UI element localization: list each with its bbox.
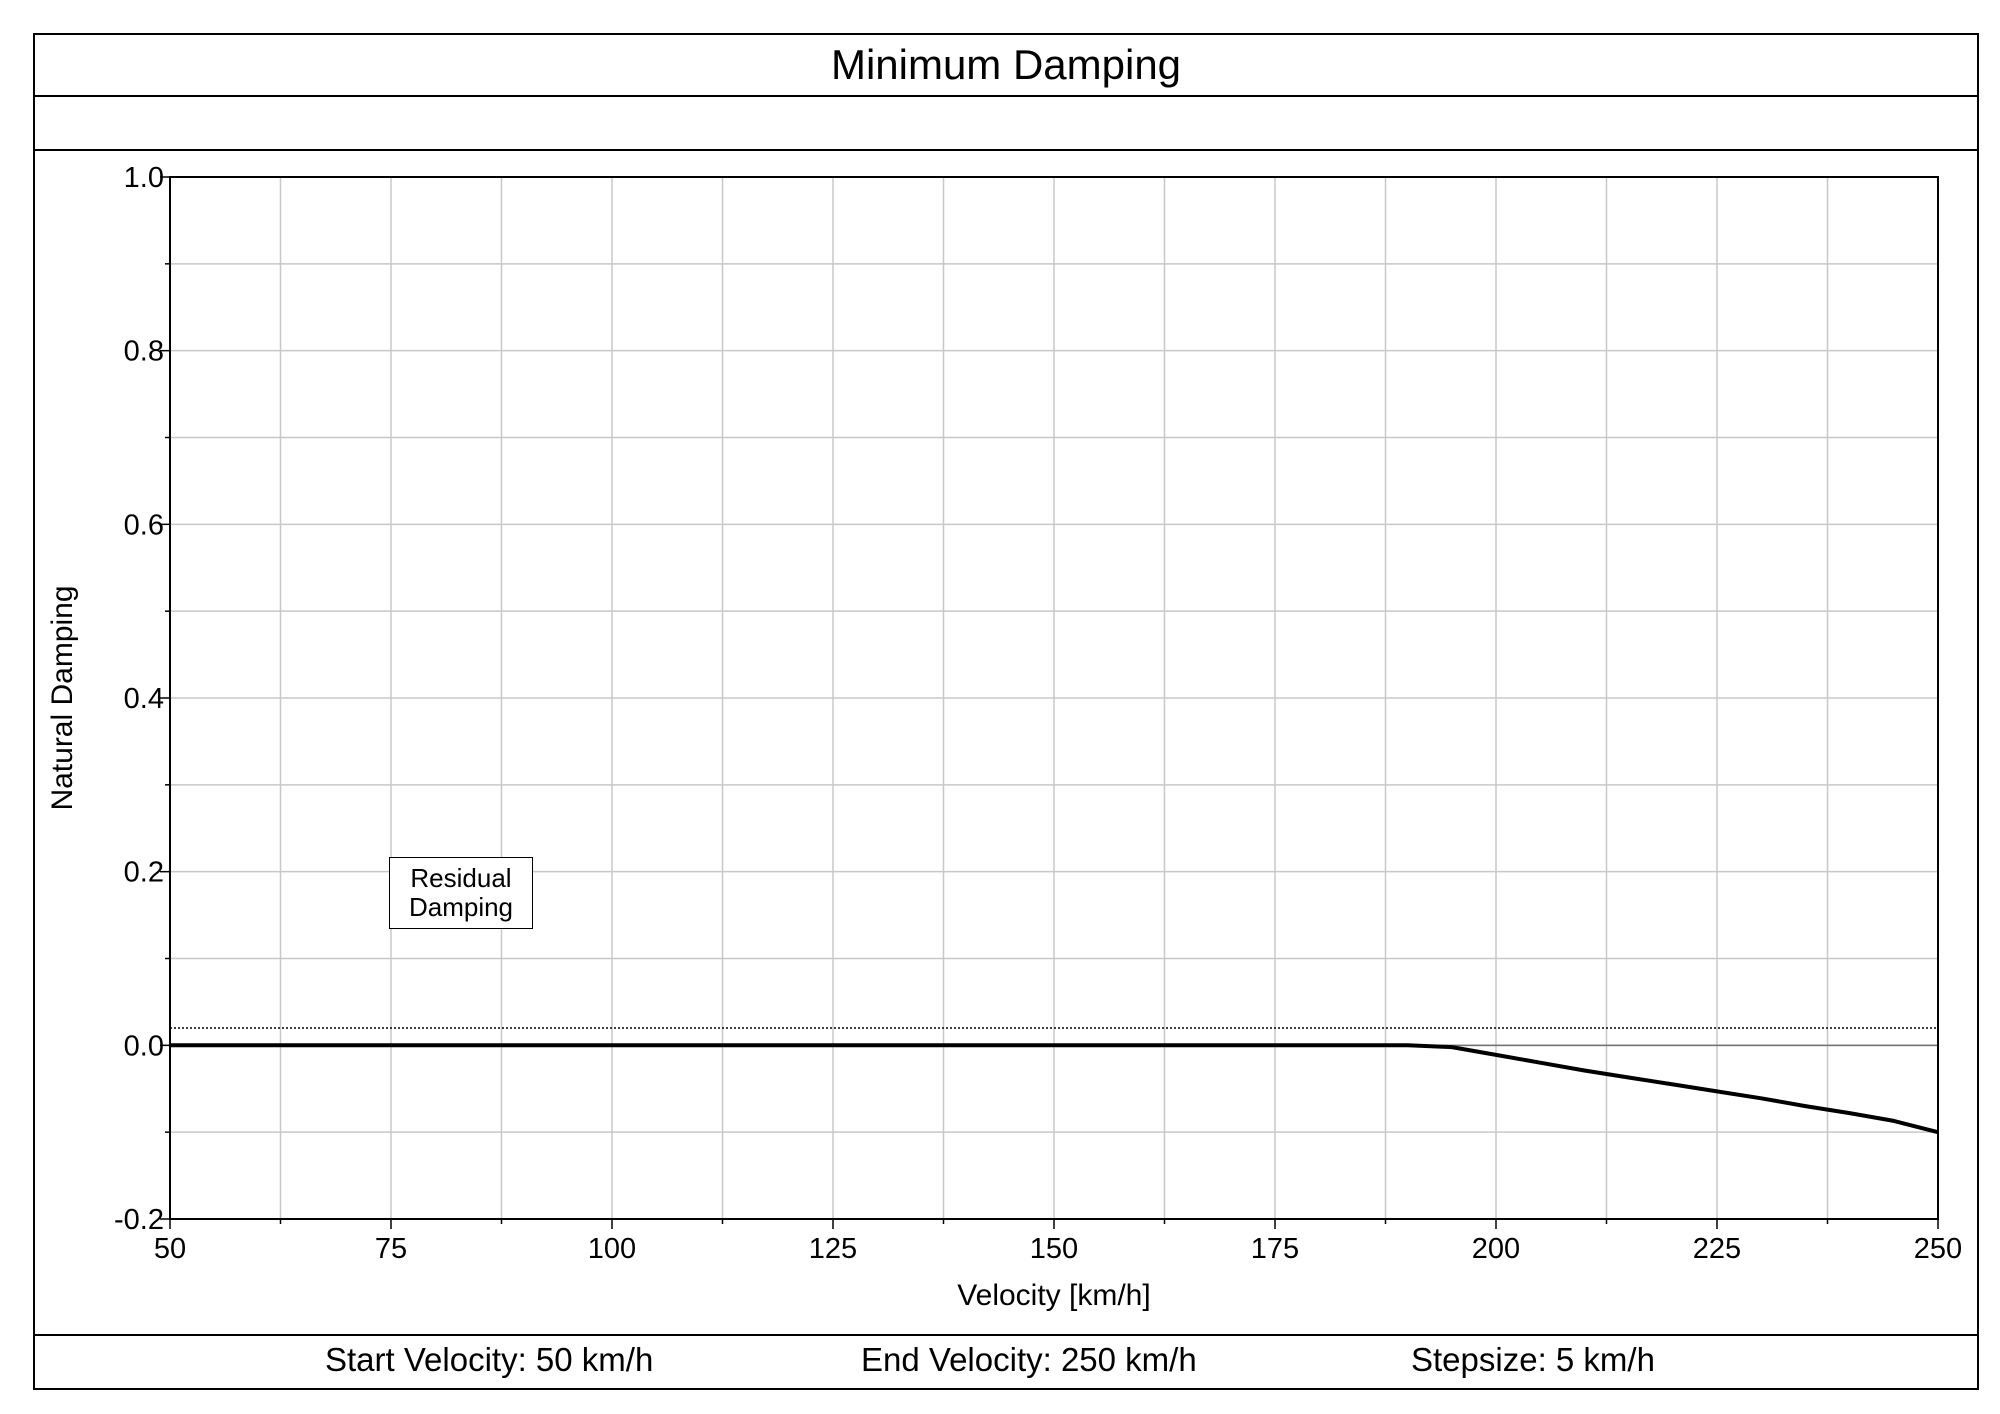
stepsize-label: Stepsize: 5 km/h: [1411, 1341, 1655, 1378]
x-tick-label: 250: [1914, 1233, 1962, 1265]
x-tick-label: 225: [1693, 1233, 1741, 1265]
x-axis-title: Velocity [km/h]: [957, 1279, 1150, 1312]
y-tick-label: 0.4: [124, 683, 164, 715]
x-tick-label: 125: [809, 1233, 857, 1265]
y-tick-label: 1.0: [124, 162, 164, 194]
y-tick-label: -0.2: [114, 1204, 164, 1236]
damping-series-line: [170, 1043, 1939, 1135]
residual-damping-annotation: Residual Damping: [389, 857, 533, 929]
annotation-line-1: Residual: [410, 863, 512, 893]
title-row: Minimum Damping: [35, 35, 1977, 97]
start-velocity-label: Start Velocity: 50 km/h: [325, 1341, 654, 1378]
chart-title: Minimum Damping: [830, 41, 1182, 88]
subtitle-row: [35, 97, 1977, 151]
annotation-line-2: Damping: [408, 892, 514, 922]
x-tick-label: 50: [154, 1233, 186, 1265]
x-tick-label: 150: [1030, 1233, 1078, 1265]
end-velocity-label: End Velocity: 250 km/h: [861, 1341, 1197, 1378]
x-tick-label: 75: [375, 1233, 407, 1265]
x-tick-label: 175: [1251, 1233, 1299, 1265]
y-tick-label: 0.8: [124, 336, 164, 368]
y-tick-label: 0.6: [124, 509, 164, 541]
y-tick-label: 0.2: [124, 857, 164, 889]
footer-row: Start Velocity: 50 km/h End Velocity: 25…: [35, 1334, 1977, 1388]
x-tick-label: 100: [588, 1233, 636, 1265]
chart-frame: Minimum Damping Start Velocity: 50 km/h …: [33, 33, 1979, 1390]
x-tick-label: 200: [1472, 1233, 1520, 1265]
y-axis-title: Natural Damping: [46, 585, 79, 810]
y-tick-label: 0.0: [124, 1030, 164, 1062]
